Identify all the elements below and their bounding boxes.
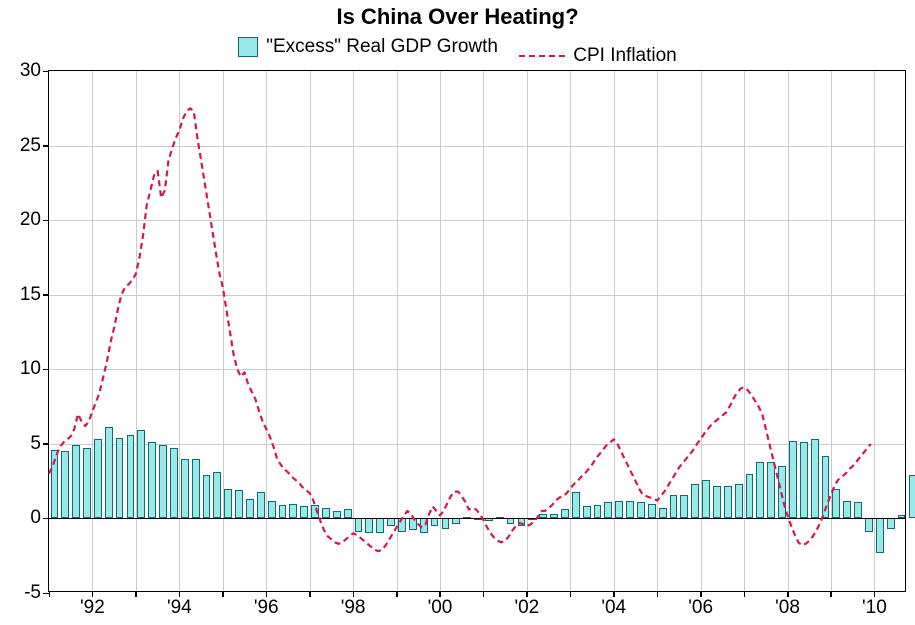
legend-swatch-line	[519, 55, 565, 57]
xtick-label: '08	[775, 597, 800, 619]
ytick-label: 15	[20, 284, 41, 306]
plot-area: -5051015202530'92'94'96'98'00'02'04'06'0…	[48, 70, 906, 592]
ytick-label: 0	[30, 507, 41, 529]
legend-item-line: CPI Inflation	[519, 45, 677, 67]
xtick-label: '96	[254, 597, 279, 619]
ytick-label: 20	[20, 209, 41, 231]
legend-label-bars: "Excess" Real GDP Growth	[266, 36, 498, 58]
bar	[909, 475, 915, 518]
legend-item-bars: "Excess" Real GDP Growth	[238, 36, 498, 58]
xtick-label: '00	[428, 597, 453, 619]
chart-title: Is China Over Heating?	[0, 4, 915, 30]
legend-label-line: CPI Inflation	[573, 45, 677, 67]
xtick-label: '94	[167, 597, 192, 619]
ytick-label: -5	[24, 582, 41, 604]
ytick-label: 10	[20, 358, 41, 380]
xtick-label: '06	[688, 597, 713, 619]
xtick-label: '92	[80, 597, 105, 619]
legend-swatch-bar	[238, 37, 258, 57]
china-overheating-chart: Is China Over Heating? "Excess" Real GDP…	[0, 0, 915, 625]
ytick-label: 5	[30, 433, 41, 455]
cpi-inflation-line	[49, 108, 871, 551]
legend: "Excess" Real GDP Growth CPI Inflation	[0, 36, 915, 67]
xtick-label: '98	[341, 597, 366, 619]
xtick-label: '04	[601, 597, 626, 619]
ytick-label: 30	[20, 60, 41, 82]
xtick-label: '10	[862, 597, 887, 619]
cpi-line-layer	[49, 71, 907, 593]
xtick-label: '02	[514, 597, 539, 619]
ytick-label: 25	[20, 135, 41, 157]
